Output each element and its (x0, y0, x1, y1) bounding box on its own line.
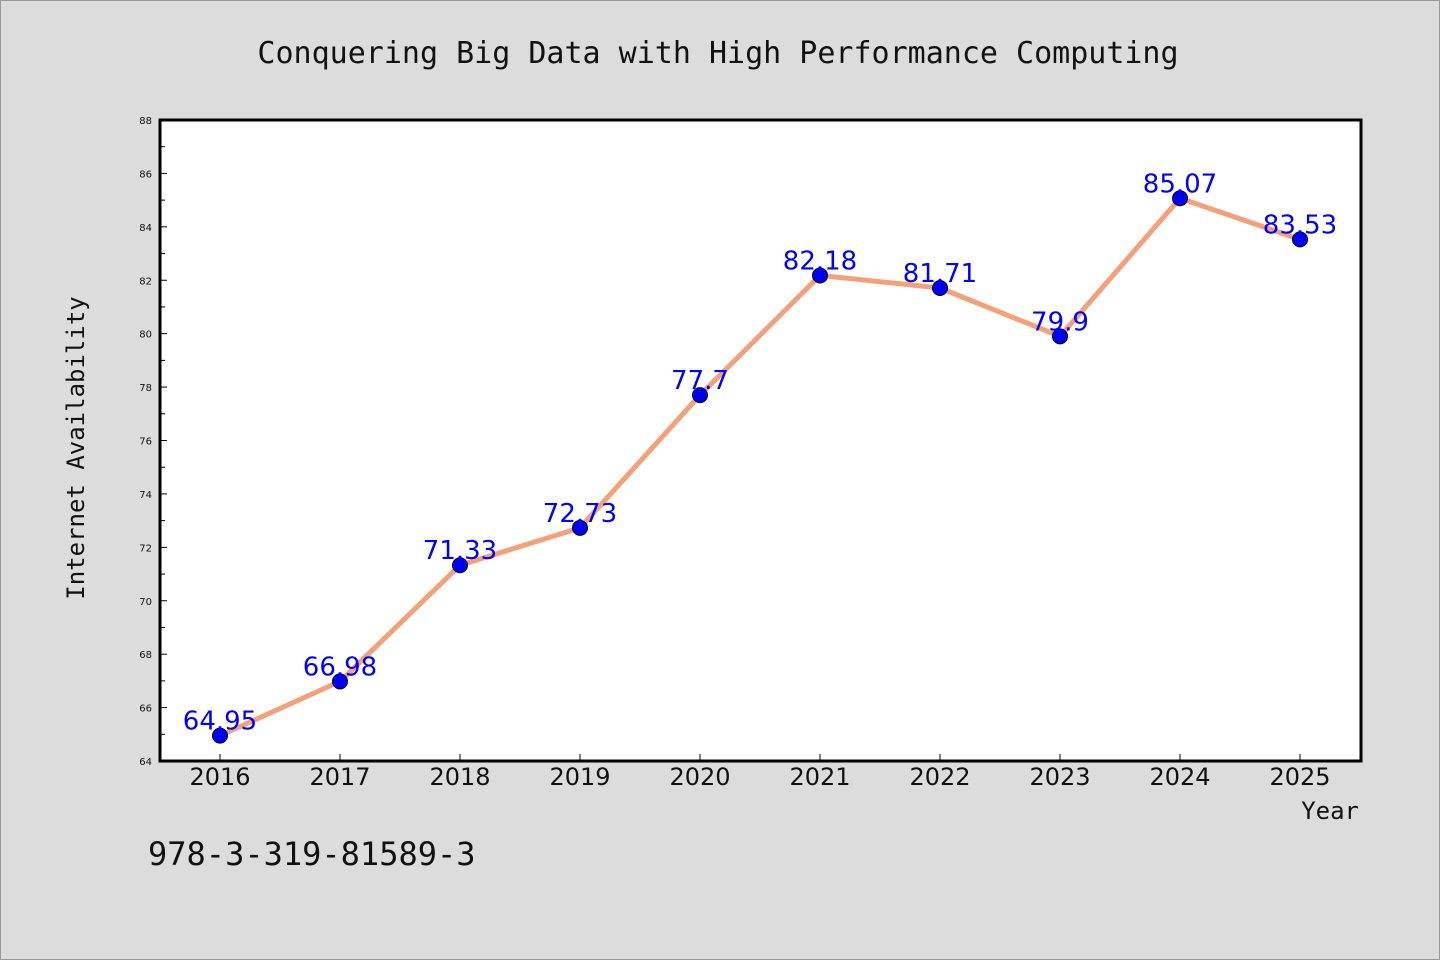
data-point-marker (1172, 190, 1188, 207)
x-tick-label: 2023 (1029, 763, 1090, 791)
x-tick-label: 2018 (429, 763, 490, 791)
y-tick-label: 74 (139, 490, 152, 501)
y-axis-label: Internet Availability (62, 296, 90, 599)
series-line (217, 195, 1303, 739)
data-label: 85.07 (1143, 169, 1217, 199)
footer-isbn: 978-3-319-81589-3 (148, 835, 476, 873)
data-label: 66.98 (303, 652, 377, 682)
data-label-layer: 64.95 66.98 71.33 72.73 77.7 82.18 81.71 79.9 85… (183, 169, 1337, 736)
x-tick-label: 2019 (549, 763, 610, 791)
data-point-marker (812, 267, 828, 284)
data-point-marker (1052, 328, 1068, 345)
x-axis: 2016 2017 2018 2019 2020 2021 2022 2023 2024 2025 (189, 754, 1331, 791)
y-tick-label: 70 (139, 597, 152, 608)
data-label: 77.7 (671, 366, 729, 396)
x-tick-label: 2021 (789, 763, 850, 791)
y-tick-label: 86 (139, 169, 152, 180)
series-layer (212, 190, 1308, 744)
x-tick-label: 2022 (909, 763, 970, 791)
y-tick-label: 88 (139, 116, 152, 127)
x-tick-label: 2016 (189, 763, 250, 791)
y-tick-label: 82 (139, 276, 152, 287)
y-tick-label: 76 (139, 437, 152, 448)
data-point-marker (332, 673, 348, 690)
data-label: 72.73 (543, 499, 617, 529)
data-point-marker (932, 279, 948, 296)
data-point-marker (1292, 231, 1308, 248)
data-label: 81.71 (903, 259, 977, 289)
plot-area (158, 118, 1363, 763)
y-axis: 64 66 68 70 72 74 76 78 80 82 84 86 88 (139, 116, 167, 768)
x-tick-label: 2024 (1149, 763, 1210, 791)
data-label: 79.9 (1031, 307, 1089, 337)
y-tick-label: 78 (139, 383, 152, 394)
x-tick-label: 2020 (669, 763, 730, 791)
data-point-marker (212, 727, 228, 744)
data-point-marker (572, 519, 588, 536)
y-tick-label: 80 (139, 330, 152, 341)
y-tick-label: 64 (139, 757, 152, 768)
y-tick-label: 66 (139, 704, 152, 715)
y-tick-label: 68 (139, 650, 152, 661)
data-label: 71.33 (423, 536, 497, 566)
data-label: 83.53 (1263, 210, 1337, 240)
y-tick-label: 72 (139, 543, 152, 554)
data-point-marker (452, 557, 468, 574)
data-point-marker (692, 387, 708, 404)
data-label: 82.18 (783, 246, 857, 276)
x-tick-label: 2025 (1269, 763, 1330, 791)
x-axis-label: Year (1301, 797, 1359, 825)
x-tick-label: 2017 (309, 763, 370, 791)
data-label: 64.95 (183, 707, 257, 737)
y-tick-label: 84 (139, 223, 152, 234)
chart-title: Conquering Big Data with High Performanc… (257, 36, 1178, 71)
